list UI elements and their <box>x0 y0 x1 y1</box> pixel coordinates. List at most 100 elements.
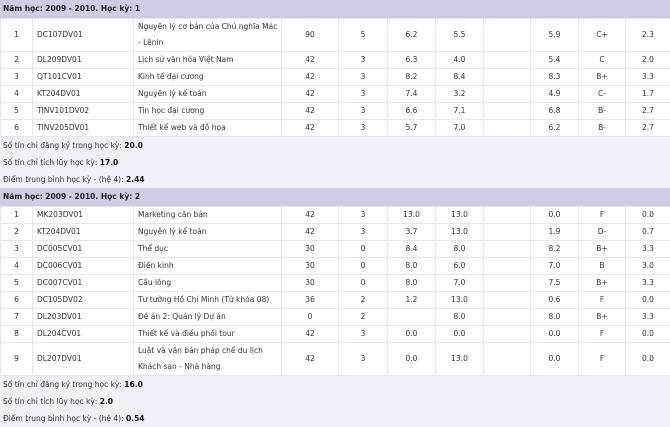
score-2-cell: 5.5 <box>436 19 484 52</box>
final-score-cell: 0.0 <box>531 326 579 343</box>
course-name-cell: Tin học đại cương <box>134 103 282 120</box>
score-3-cell <box>484 207 531 224</box>
gpa-4-cell: 2.0 <box>626 52 670 69</box>
course-name-cell: Thiết kế web và đồ họa <box>134 120 282 137</box>
semester-header: Năm học: 2009 - 2010. Học kỳ: 2 <box>0 188 670 206</box>
score-1-cell: 7.4 <box>388 86 436 103</box>
summary-label: Số tín chỉ đăng ký trong học kỳ: <box>3 380 124 389</box>
score-2-cell: 13.0 <box>436 292 484 309</box>
index-cell: 4 <box>1 86 33 103</box>
course-code-cell: KT204DV01 <box>33 224 134 241</box>
semester-summary: Số tín chỉ đăng ký trong học kỳ: 20.0 <box>0 137 670 154</box>
letter-grade-cell: D- <box>579 224 626 241</box>
course-code-cell: DC005CV01 <box>33 241 134 258</box>
score-3-cell <box>484 103 531 120</box>
score-3-cell <box>484 241 531 258</box>
summary-label: Số tín chỉ tích lũy học kỳ: <box>3 397 100 406</box>
course-code-cell: DL207DV01 <box>33 343 134 376</box>
final-score-cell: 6.2 <box>531 120 579 137</box>
credits-cell: 3 <box>339 103 388 120</box>
semester-summary: Số tín chỉ đăng ký trong học kỳ: 16.0 <box>0 376 670 393</box>
gpa-4-cell: 0.7 <box>626 224 670 241</box>
credits-cell: 3 <box>339 86 388 103</box>
final-score-cell: 0.0 <box>531 207 579 224</box>
course-name-cell: Thiết kế và điều phối tour <box>134 326 282 343</box>
score-2-cell: 8.4 <box>436 69 484 86</box>
letter-grade-cell: F <box>579 207 626 224</box>
gpa-4-cell: 0.0 <box>626 326 670 343</box>
score-1-cell: 6.3 <box>388 52 436 69</box>
index-cell: 6 <box>1 292 33 309</box>
score-3-cell <box>484 52 531 69</box>
course-name-cell: Luật và văn bản pháp chế du lịch Khách s… <box>134 343 282 376</box>
score-2-cell: 0.0 <box>436 326 484 343</box>
course-name-cell: Điền kinh <box>134 258 282 275</box>
course-name-cell: Đề án 2: Quản lý Dự án <box>134 309 282 326</box>
course-name-cell: Lịch sử văn hóa Việt Nam <box>134 52 282 69</box>
letter-grade-cell: B+ <box>579 69 626 86</box>
gpa-4-cell: 0.0 <box>626 207 670 224</box>
final-score-cell: 7.5 <box>531 275 579 292</box>
summary-value: 0.54 <box>126 414 145 423</box>
score-3-cell <box>484 258 531 275</box>
credits-cell: 3 <box>339 52 388 69</box>
course-code-cell: DL204CV01 <box>33 326 134 343</box>
semester-summary: Số tín chỉ tích lũy học kỳ: 17.0 <box>0 154 670 171</box>
course-name-cell: Nguyên lý cơ bản của Chủ nghĩa Mác - Lên… <box>134 19 282 52</box>
credits-cell: 3 <box>339 343 388 376</box>
summary-value: 2.44 <box>126 175 145 184</box>
course-code-cell: MK203DV01 <box>33 207 134 224</box>
semester-header: Năm học: 2009 - 2010. Học kỳ: 1 <box>0 0 670 18</box>
letter-grade-cell: B+ <box>579 241 626 258</box>
periods-cell: 42 <box>282 120 339 137</box>
credits-cell: 3 <box>339 326 388 343</box>
index-cell: 8 <box>1 326 33 343</box>
credits-cell: 2 <box>339 309 388 326</box>
credits-cell: 3 <box>339 224 388 241</box>
summary-label: Điểm trung bình học kỳ - (hệ 4): <box>3 414 126 423</box>
index-cell: 2 <box>1 224 33 241</box>
score-1-cell: 8.0 <box>388 258 436 275</box>
gpa-4-cell: 3.3 <box>626 69 670 86</box>
periods-cell: 30 <box>282 241 339 258</box>
score-3-cell <box>484 326 531 343</box>
score-1-cell: 13.0 <box>388 207 436 224</box>
course-name-cell: Marketing căn bản <box>134 207 282 224</box>
final-score-cell: 1.9 <box>531 224 579 241</box>
score-1-cell: 3.7 <box>388 224 436 241</box>
summary-value: 16.0 <box>124 380 143 389</box>
score-2-cell: 13.0 <box>436 207 484 224</box>
final-score-cell: 5.9 <box>531 19 579 52</box>
summary-label: Số tín chỉ đăng ký trong học kỳ: <box>3 141 124 150</box>
gpa-4-cell: 3.3 <box>626 275 670 292</box>
course-code-cell: DL209DV01 <box>33 52 134 69</box>
index-cell: 5 <box>1 103 33 120</box>
index-cell: 7 <box>1 309 33 326</box>
credits-cell: 5 <box>339 19 388 52</box>
final-score-cell: 0.0 <box>531 343 579 376</box>
summary-value: 2.0 <box>100 397 113 406</box>
course-name-cell: Nguyên lý kế toán <box>134 224 282 241</box>
course-name-cell: Nguyên lý kế toán <box>134 86 282 103</box>
score-1-cell: 8.0 <box>388 275 436 292</box>
course-name-cell: Cầu lông <box>134 275 282 292</box>
index-cell: 9 <box>1 343 33 376</box>
periods-cell: 42 <box>282 224 339 241</box>
score-3-cell <box>484 275 531 292</box>
periods-cell: 30 <box>282 275 339 292</box>
score-2-cell: 13.0 <box>436 343 484 376</box>
score-2-cell: 7.0 <box>436 120 484 137</box>
letter-grade-cell: B <box>579 258 626 275</box>
